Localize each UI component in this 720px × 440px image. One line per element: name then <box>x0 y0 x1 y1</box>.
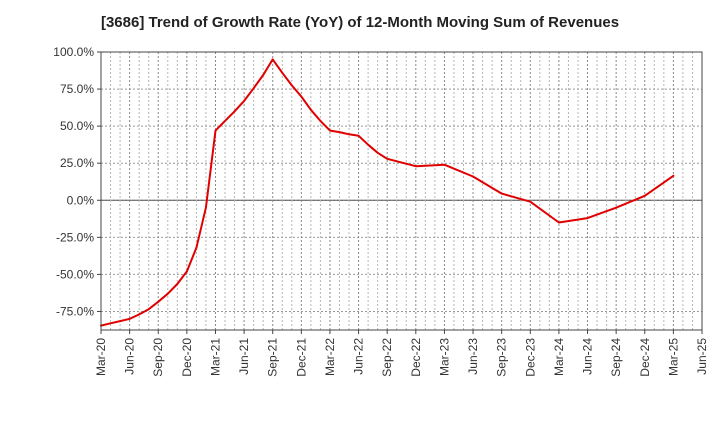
x-tick-label: Dec-24 <box>638 338 652 377</box>
data-point <box>147 308 150 311</box>
data-point <box>271 58 274 61</box>
x-tick-label: Dec-22 <box>409 338 423 377</box>
data-point <box>348 133 350 136</box>
x-tick-label: Dec-20 <box>180 338 194 377</box>
x-tick-label: Jun-22 <box>352 338 366 375</box>
data-point <box>224 120 226 122</box>
data-point <box>500 192 503 195</box>
x-tick-label: Jun-21 <box>237 338 251 375</box>
data-point <box>529 200 532 203</box>
x-tick-label: Sep-22 <box>380 338 394 377</box>
data-point <box>644 195 646 197</box>
data-point <box>262 74 265 76</box>
x-tick-label: Mar-25 <box>666 338 680 376</box>
series-layer <box>100 58 675 327</box>
data-point <box>138 313 140 316</box>
y-tick-label: 25.0% <box>60 156 94 170</box>
data-point <box>109 322 112 325</box>
y-tick-label: 100.0% <box>53 45 94 59</box>
axis-layer <box>97 51 703 334</box>
x-tick-label: Dec-23 <box>523 338 537 377</box>
data-point <box>214 129 217 132</box>
data-point <box>205 206 207 209</box>
data-point <box>443 163 446 166</box>
data-point <box>586 217 589 219</box>
data-point <box>300 95 303 98</box>
data-point <box>558 221 560 224</box>
x-tick-label: Jun-23 <box>466 338 480 375</box>
x-tick-label: Dec-21 <box>294 338 308 377</box>
data-point <box>243 100 245 102</box>
data-point <box>672 175 675 177</box>
data-point <box>357 135 360 137</box>
y-tick-label: -75.0% <box>56 304 94 318</box>
data-point <box>186 270 188 273</box>
data-point <box>252 87 255 90</box>
grid-layer <box>100 51 703 330</box>
x-tick-label: Sep-21 <box>266 338 280 377</box>
data-point <box>319 120 322 122</box>
y-tick-label: -50.0% <box>56 267 94 281</box>
x-tick-label: Jun-24 <box>581 338 595 375</box>
data-point <box>329 129 331 132</box>
data-point <box>367 143 369 146</box>
x-tick-label: Mar-23 <box>437 338 451 376</box>
x-tick-label: Mar-20 <box>94 338 108 376</box>
data-point <box>195 246 198 249</box>
data-point <box>615 206 617 209</box>
y-tick-label: -25.0% <box>56 230 94 244</box>
data-point <box>176 283 179 285</box>
x-tick-label: Jun-20 <box>123 338 137 375</box>
data-point <box>415 165 417 167</box>
x-tick-label: Sep-23 <box>495 338 509 377</box>
y-tick-label: 75.0% <box>60 82 94 96</box>
chart-title: [3686] Trend of Growth Rate (YoY) of 12-… <box>100 14 620 31</box>
data-point <box>338 131 341 133</box>
data-point <box>472 175 474 178</box>
y-tick-label: 50.0% <box>60 119 94 133</box>
data-point <box>157 301 159 303</box>
label-layer: 100.0% 75.0% 50.0% 25.0% 0.0% -25.0% -50.0% -75… <box>53 45 709 377</box>
y-tick-label: 0.0% <box>67 193 95 207</box>
data-point <box>386 158 389 160</box>
data-point <box>167 292 169 295</box>
x-tick-label: Mar-22 <box>323 338 337 376</box>
x-tick-label: Mar-24 <box>552 338 566 376</box>
data-point <box>128 318 131 320</box>
data-point <box>376 152 379 154</box>
data-point <box>281 72 284 74</box>
data-point <box>291 84 293 87</box>
x-tick-label: Mar-21 <box>208 338 222 376</box>
x-tick-label: Sep-24 <box>609 338 623 377</box>
x-tick-label: Jun-25 <box>695 338 709 375</box>
data-point <box>119 320 121 322</box>
data-point <box>310 109 312 111</box>
data-point <box>233 110 236 113</box>
x-tick-label: Sep-20 <box>151 338 165 377</box>
plot-frame <box>100 51 703 331</box>
